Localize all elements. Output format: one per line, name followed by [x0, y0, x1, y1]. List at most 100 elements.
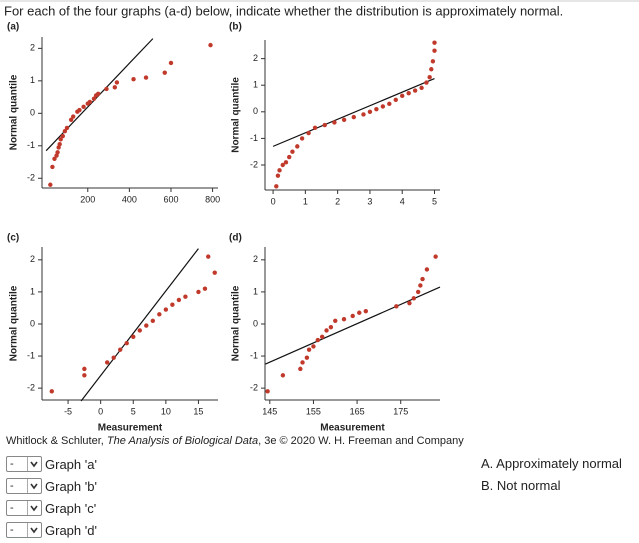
answer-label: Graph 'd' — [45, 522, 97, 538]
data-point — [157, 312, 162, 317]
x-tick-label: 200 — [80, 194, 95, 204]
data-point — [387, 101, 392, 107]
x-tick-label: 155 — [306, 406, 321, 416]
data-point — [322, 122, 327, 128]
answer-row: - Graph 'c' — [6, 500, 96, 516]
data-point — [433, 254, 438, 259]
answer-label: Graph 'a' — [45, 456, 97, 472]
data-point — [170, 302, 175, 307]
y-tick-label: -1 — [250, 133, 258, 143]
data-point — [82, 366, 87, 372]
dropdown[interactable]: - — [6, 478, 42, 494]
y-tick-label: -1 — [250, 350, 258, 360]
data-point — [111, 355, 116, 360]
data-point — [52, 156, 57, 161]
data-point — [196, 289, 201, 295]
x-tick-label: -5 — [64, 406, 72, 416]
data-point — [118, 347, 123, 352]
x-tick-label: 15 — [193, 406, 203, 416]
data-point — [430, 59, 436, 64]
data-point — [150, 318, 156, 323]
data-point — [418, 283, 423, 288]
data-point — [114, 80, 120, 85]
data-point — [367, 109, 373, 115]
data-point — [290, 149, 295, 154]
data-point — [424, 267, 430, 272]
data-point — [311, 344, 316, 349]
x-tick-label: 5 — [131, 406, 136, 416]
x-tick-label: 165 — [350, 406, 365, 416]
data-point — [57, 141, 62, 147]
data-point — [363, 308, 369, 314]
question: For each of the four graphs (a-d) below,… — [4, 3, 563, 18]
chevron — [27, 501, 38, 515]
y-tick-label: 1 — [30, 75, 35, 85]
data-point — [304, 355, 310, 360]
chevron — [27, 457, 38, 471]
y-tick-label: 1 — [253, 286, 258, 296]
data-point — [77, 107, 82, 113]
option: A. Approximately normal — [481, 456, 622, 471]
data-point — [374, 106, 379, 112]
answer-label: Graph 'c' — [45, 500, 97, 516]
data-point — [393, 97, 398, 103]
data-point — [131, 77, 136, 82]
y-axis-label: Normal quantile — [9, 285, 20, 361]
data-point — [68, 117, 74, 123]
answer-label: Graph 'b' — [45, 478, 97, 494]
data-point — [400, 93, 405, 99]
x-tick-label: 0 — [271, 196, 276, 206]
x-tick-label: 4 — [400, 196, 405, 206]
credit-rest: , 3e © 2020 W. H. Freeman and Company — [258, 435, 464, 447]
data-point — [341, 117, 347, 122]
chevron — [27, 479, 38, 493]
x-tick-label: 2 — [335, 196, 340, 206]
y-tick-label: -1 — [27, 140, 35, 150]
dropdown[interactable]: - — [6, 500, 42, 516]
data-point — [299, 136, 305, 141]
y-tick-label: 0 — [30, 318, 35, 328]
data-point — [143, 75, 149, 80]
dropdown[interactable]: - — [6, 456, 42, 472]
y-tick-label: 0 — [253, 106, 258, 116]
data-point — [55, 150, 60, 155]
y-tick-label: -2 — [27, 383, 35, 393]
panel-label: (d) — [229, 233, 242, 244]
dropdown[interactable]: - — [6, 522, 42, 538]
chevron-part — [30, 527, 38, 534]
data-point — [202, 286, 208, 291]
data-point — [319, 334, 325, 340]
data-point — [427, 75, 432, 80]
data-point — [407, 300, 412, 306]
x-tick-label: 600 — [163, 194, 178, 204]
x-tick-label: 800 — [205, 194, 220, 204]
data-point — [280, 162, 285, 168]
data-point — [183, 294, 188, 299]
y-tick-label: 2 — [30, 254, 35, 264]
data-point — [208, 42, 213, 48]
data-point — [104, 360, 110, 365]
data-point — [432, 40, 437, 45]
dropdown-value: - — [10, 480, 14, 492]
data-point — [64, 125, 70, 131]
x-tick-label: 5 — [432, 196, 437, 206]
data-point — [341, 316, 347, 322]
reference-line — [80, 248, 199, 402]
x-tick-label: 145 — [262, 406, 277, 416]
panel-label: (a) — [7, 22, 19, 33]
data-point — [295, 144, 300, 149]
data-point — [415, 289, 421, 295]
data-point — [95, 91, 101, 97]
data-point — [350, 313, 355, 319]
x-axis-label: Measurement — [320, 423, 385, 434]
data-point — [112, 85, 118, 90]
y-tick-label: 2 — [253, 254, 258, 264]
y-tick-label: 0 — [30, 108, 35, 118]
data-point — [411, 296, 417, 301]
data-point — [429, 67, 434, 72]
data-point — [300, 360, 305, 365]
data-point — [357, 310, 362, 315]
y-tick-label: 2 — [253, 53, 258, 63]
data-point — [71, 114, 76, 119]
panel-label: (c) — [7, 233, 19, 244]
